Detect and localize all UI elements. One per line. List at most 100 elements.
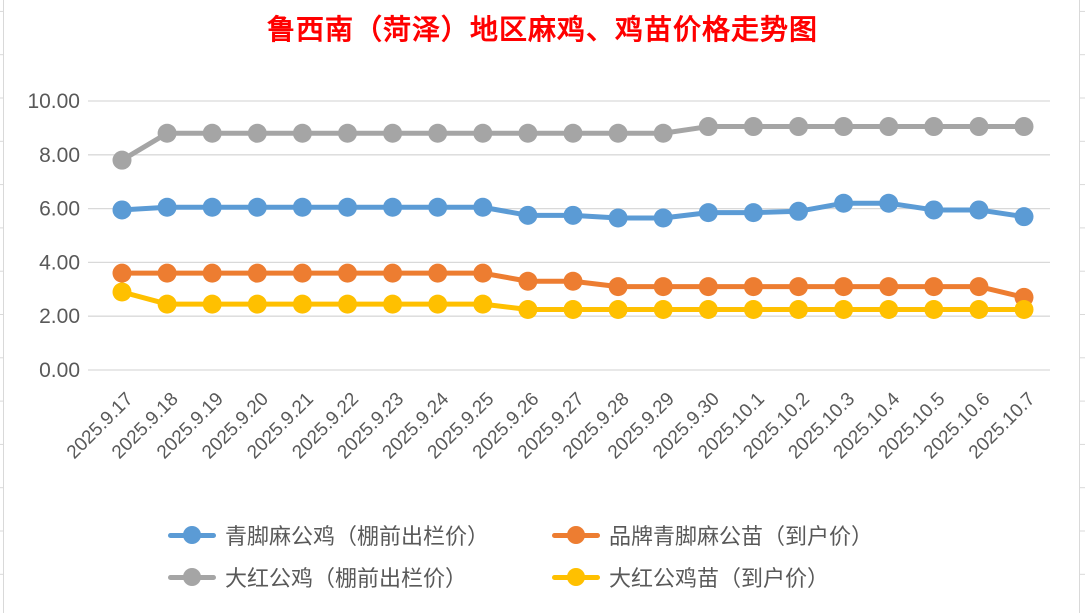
data-point — [247, 197, 267, 217]
legend-label: 品牌青脚麻公苗（到户价） — [609, 524, 874, 549]
chart-legend: 青脚麻公鸡（棚前出栏价） 品牌青脚麻公苗（到户价） 大红公鸡（棚前出栏价） — [168, 514, 968, 598]
data-point — [789, 299, 808, 319]
legend-marker-icon — [552, 568, 600, 586]
series-2-line — [112, 117, 1034, 170]
data-point — [924, 299, 944, 319]
data-point — [698, 203, 718, 223]
legend-item-dahong-rooster: 大红公鸡（棚前出栏价） — [168, 561, 552, 593]
series-0-line — [112, 193, 1034, 228]
data-point — [743, 117, 763, 137]
legend-label: 大红公鸡（棚前出栏价） — [225, 566, 468, 591]
data-point — [473, 123, 493, 143]
data-point — [292, 197, 312, 217]
data-point — [789, 201, 808, 221]
data-point — [879, 277, 899, 297]
data-point — [292, 294, 312, 314]
data-point — [518, 299, 538, 319]
x-axis-tick-labels: 2025.9.172025.9.182025.9.192025.9.202025… — [63, 388, 1040, 463]
series-1-line — [112, 263, 1034, 307]
data-point — [383, 123, 403, 143]
data-point — [969, 277, 989, 297]
data-point — [383, 294, 403, 314]
y-tick-label: 0.00 — [39, 359, 80, 382]
data-point — [473, 294, 493, 314]
legend-marker-icon — [552, 526, 600, 544]
legend-label: 青脚麻公鸡（棚前出栏价） — [225, 524, 490, 549]
data-point — [834, 193, 854, 213]
y-tick-label: 2.00 — [39, 305, 80, 328]
data-point — [518, 123, 538, 143]
data-point — [112, 263, 132, 283]
data-point — [834, 117, 854, 137]
data-point — [473, 197, 493, 217]
data-point — [698, 277, 718, 297]
data-point — [834, 277, 854, 297]
data-point — [608, 208, 628, 228]
legend-item-qingjiaoma-rooster: 青脚麻公鸡（棚前出栏价） — [168, 519, 552, 551]
data-point — [383, 263, 403, 283]
data-point — [338, 263, 357, 283]
data-point — [428, 294, 448, 314]
data-point — [879, 193, 899, 213]
data-point — [428, 197, 448, 217]
data-point — [202, 123, 222, 143]
legend-marker-icon — [168, 526, 216, 544]
series-3-line — [112, 282, 1034, 319]
legend-row-1: 青脚麻公鸡（棚前出栏价） 品牌青脚麻公苗（到户价） — [168, 514, 968, 556]
data-point — [698, 299, 718, 319]
data-point — [743, 277, 763, 297]
data-point — [653, 123, 673, 143]
data-point — [338, 294, 357, 314]
data-point — [924, 200, 944, 220]
legend-marker-icon — [168, 568, 216, 586]
data-point — [202, 294, 222, 314]
data-point — [112, 200, 132, 220]
y-tick-label: 6.00 — [39, 198, 80, 221]
data-point — [563, 123, 583, 143]
data-point — [202, 263, 222, 283]
legend-item-brand-qingjiaoma-chick: 品牌青脚麻公苗（到户价） — [552, 519, 936, 551]
data-point — [338, 197, 357, 217]
data-point — [157, 263, 177, 283]
data-point — [563, 271, 583, 291]
data-point — [698, 117, 718, 137]
data-point — [1014, 299, 1034, 319]
data-point — [112, 282, 132, 302]
data-point — [789, 277, 808, 297]
data-point — [608, 299, 628, 319]
y-tick-label: 8.00 — [39, 144, 80, 167]
data-point — [157, 123, 177, 143]
chart-title: 鲁西南（菏泽）地区麻鸡、鸡苗价格走势图 — [266, 15, 818, 46]
y-axis-tick-labels: 0.00 2.00 4.00 6.00 8.00 10.00 — [27, 90, 80, 382]
data-point — [157, 197, 177, 217]
data-point — [518, 271, 538, 291]
data-point — [969, 117, 989, 137]
data-point — [473, 263, 493, 283]
data-point — [428, 263, 448, 283]
data-point — [743, 299, 763, 319]
data-point — [969, 299, 989, 319]
data-point — [653, 277, 673, 297]
data-point — [338, 123, 357, 143]
data-point — [157, 294, 177, 314]
data-point — [247, 294, 267, 314]
data-point — [428, 123, 448, 143]
data-point — [1014, 207, 1034, 227]
data-point — [563, 205, 583, 225]
data-point — [789, 117, 808, 137]
data-point — [608, 123, 628, 143]
data-point — [202, 197, 222, 217]
data-point — [924, 277, 944, 297]
data-point — [292, 123, 312, 143]
y-tick-label: 10.00 — [27, 90, 80, 113]
data-point — [518, 205, 538, 225]
data-point — [653, 299, 673, 319]
data-point — [743, 203, 763, 223]
data-point — [653, 208, 673, 228]
data-point — [247, 263, 267, 283]
data-point — [924, 117, 944, 137]
legend-label: 大红公鸡苗（到户价） — [609, 566, 830, 591]
data-point — [292, 263, 312, 283]
